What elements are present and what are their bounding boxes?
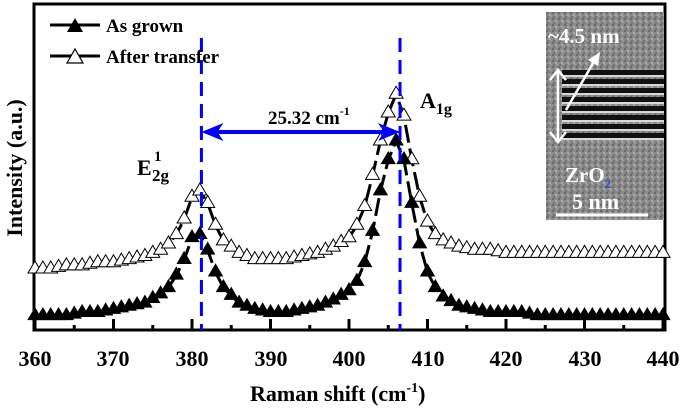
lattice-fringes xyxy=(562,70,664,140)
open-triangle-marker xyxy=(341,228,357,243)
x-tick-label: 430 xyxy=(569,346,602,371)
filled-triangle-marker xyxy=(176,250,192,265)
thickness-label: ~4.5 nm xyxy=(548,24,620,48)
as-grown-series xyxy=(27,132,671,321)
filled-triangle-marker xyxy=(341,282,357,296)
material-label: ZrO2 xyxy=(565,163,611,191)
filled-triangle-marker xyxy=(364,222,381,236)
open-triangle-marker xyxy=(380,103,397,118)
open-triangle-marker xyxy=(191,181,208,196)
filled-triangle-marker xyxy=(239,297,255,311)
filled-triangle-marker xyxy=(207,263,224,277)
after-transfer-series xyxy=(27,85,671,274)
x-tick-label: 400 xyxy=(333,346,366,371)
y-axis-title: Intensity (a.u.) xyxy=(2,99,27,237)
filled-triangle-marker xyxy=(419,263,436,277)
open-triangle-marker xyxy=(223,238,240,252)
filled-triangle-marker xyxy=(215,278,232,293)
filled-triangle-marker xyxy=(411,235,428,249)
x-tick-label: 370 xyxy=(97,346,130,371)
shift-label: 25.32 cm-1 xyxy=(268,104,350,129)
scale-label: 5 nm xyxy=(572,189,619,214)
open-triangle-marker xyxy=(655,244,671,258)
open-triangle-marker xyxy=(207,216,224,230)
x-tick-label: 380 xyxy=(176,346,209,371)
thickness-arrow xyxy=(549,67,567,145)
filled-triangle-marker xyxy=(427,278,444,293)
open-triangle-marker xyxy=(199,194,216,208)
open-triangle-icon xyxy=(65,47,85,64)
open-triangle-marker xyxy=(411,188,428,202)
x-tick-label: 390 xyxy=(255,346,288,371)
filled-triangle-marker xyxy=(160,278,177,293)
open-triangle-marker xyxy=(427,225,444,240)
open-triangle-marker xyxy=(364,166,381,180)
legend-label: After transfer xyxy=(106,47,220,68)
filled-triangle-marker xyxy=(380,150,396,165)
filled-triangle-marker xyxy=(200,241,216,255)
open-triangle-marker xyxy=(443,235,459,249)
filled-triangle-marker xyxy=(223,286,239,300)
filled-triangle-marker xyxy=(404,194,420,208)
legend-label: As grown xyxy=(106,16,184,37)
tem-inset: ~4.5 nm ZrO2 5 nm xyxy=(546,12,664,220)
shift-double-arrow xyxy=(201,123,401,141)
open-triangle-marker xyxy=(419,213,436,227)
open-triangle-marker xyxy=(168,225,185,240)
filled-triangle-marker xyxy=(192,225,208,240)
open-triangle-marker xyxy=(348,216,365,230)
x-tick-labels: 360 370 380 390 400 410 420 430 440 xyxy=(19,346,680,371)
legend-item-as-grown: As grown xyxy=(50,16,184,37)
open-triangle-marker xyxy=(356,197,373,212)
x-tick-label: 420 xyxy=(490,346,523,371)
filled-triangle-marker xyxy=(168,266,184,280)
pointer-arrow xyxy=(564,52,600,111)
open-triangle-marker xyxy=(215,231,232,246)
x-axis-ticks xyxy=(33,319,665,330)
open-triangle-marker xyxy=(231,244,247,258)
filled-triangle-marker xyxy=(435,288,451,302)
filled-triangle-marker xyxy=(372,182,389,196)
x-tick-label: 440 xyxy=(647,346,680,371)
open-triangle-marker xyxy=(435,231,452,246)
e2g-label: E2g1 xyxy=(137,149,170,185)
filled-triangle-icon xyxy=(67,18,83,32)
filled-triangle-marker xyxy=(357,253,373,268)
a1g-label: A1g xyxy=(420,88,452,118)
x-tick-label: 360 xyxy=(19,346,52,371)
legend: As grown After transfer xyxy=(50,16,220,68)
open-triangle-marker xyxy=(239,247,255,261)
filled-triangle-marker xyxy=(349,272,365,286)
filled-triangle-marker xyxy=(231,294,247,308)
x-axis-title: Raman shift (cm-1) xyxy=(250,381,425,406)
open-triangle-marker xyxy=(176,210,193,224)
legend-item-after-transfer: After transfer xyxy=(50,47,220,68)
filled-triangle-marker xyxy=(443,292,459,307)
x-tick-label: 410 xyxy=(412,346,445,371)
open-triangle-marker xyxy=(160,235,177,249)
